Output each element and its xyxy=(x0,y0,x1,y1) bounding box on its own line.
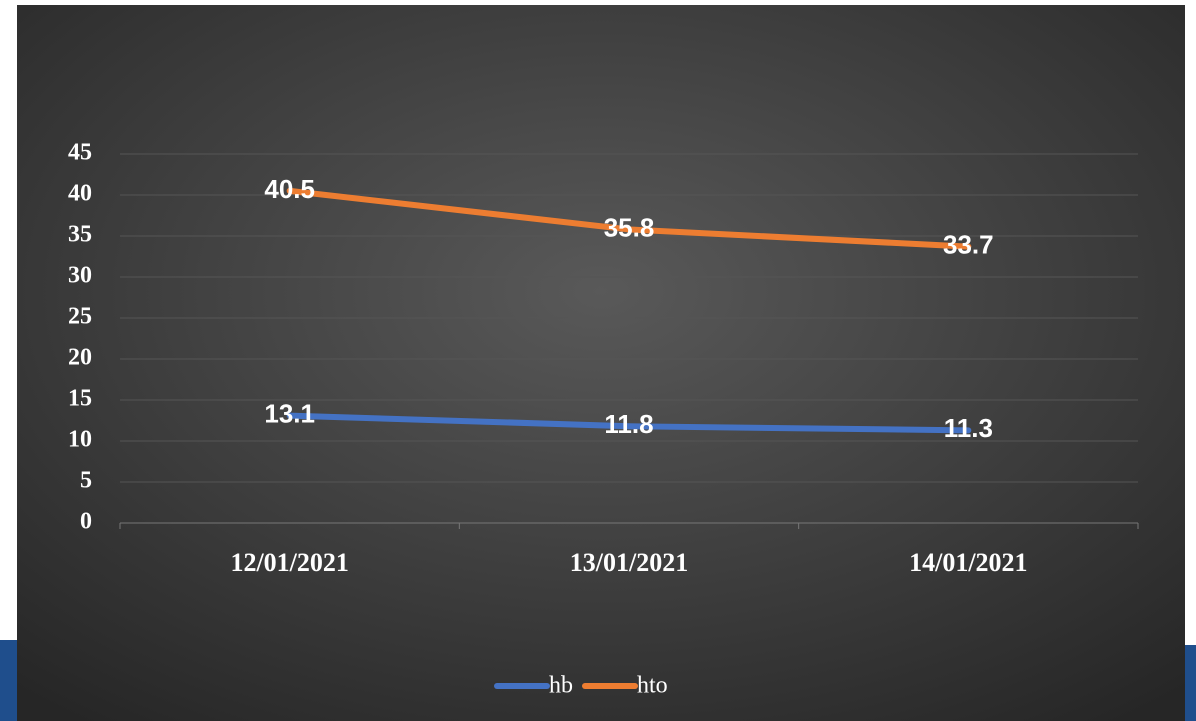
y-tick-label: 45 xyxy=(68,140,92,166)
chart-background xyxy=(17,5,1185,721)
y-tick-label: 20 xyxy=(68,345,92,371)
y-tick-label: 25 xyxy=(68,304,92,330)
data-label: 11.8 xyxy=(604,409,653,439)
x-tick-label: 14/01/2021 xyxy=(909,548,1027,577)
y-tick-label: 10 xyxy=(68,427,92,453)
legend-label: hb xyxy=(549,673,573,699)
y-tick-label: 5 xyxy=(80,468,92,494)
y-tick-label: 40 xyxy=(68,181,92,207)
data-label: 11.3 xyxy=(944,413,993,443)
y-tick-label: 35 xyxy=(68,222,92,248)
background-decoration xyxy=(0,640,17,721)
x-tick-label: 13/01/2021 xyxy=(570,548,688,577)
x-tick-label: 12/01/2021 xyxy=(230,548,348,577)
data-label: 33.7 xyxy=(943,230,994,260)
series-line xyxy=(286,412,972,434)
data-label: 13.1 xyxy=(264,398,315,428)
y-tick-label: 15 xyxy=(68,386,92,412)
y-tick-label: 0 xyxy=(80,509,92,535)
data-label: 40.5 xyxy=(264,174,315,204)
series-line xyxy=(286,187,972,250)
y-tick-label: 30 xyxy=(68,263,92,289)
legend-label: hto xyxy=(637,673,668,699)
background-decoration xyxy=(1184,645,1196,721)
data-label: 35.8 xyxy=(604,212,655,242)
